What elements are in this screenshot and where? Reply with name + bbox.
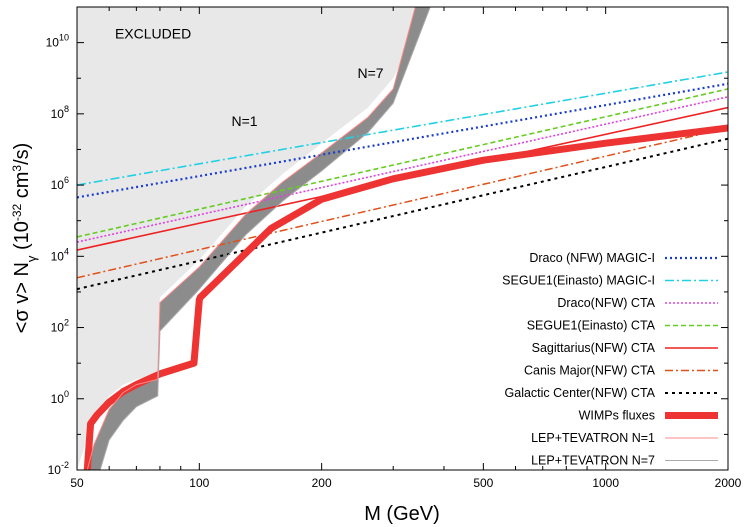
annotation-label: N=7: [357, 65, 383, 81]
plot-frame: [76, 6, 729, 471]
legend-label: Galactic Center(NFW) CTA: [505, 386, 656, 400]
series-line-3: [77, 88, 728, 238]
y-tick-label: 102: [51, 318, 69, 335]
series-line-8: [86, 7, 416, 470]
legend-label: Canis Major(NFW) CTA: [524, 364, 656, 378]
y-tick-label: 10-2: [48, 460, 69, 477]
series-line-9: [99, 7, 431, 470]
x-tick-label: 200: [312, 476, 332, 490]
annotation-label: EXCLUDED: [115, 26, 191, 42]
x-tick-label: 50: [70, 476, 84, 490]
series-line-0: [77, 82, 728, 199]
excluded-region: [77, 7, 428, 470]
x-tick-label: 100: [189, 476, 209, 490]
y-tick-label: 104: [51, 246, 69, 263]
legend: Draco (NFW) MAGIC-I SEGUE1(Einasto) MAGIC…: [502, 251, 718, 468]
legend-label: SEGUE1(Einasto) CTA: [527, 319, 656, 333]
legend-label: Sagittarius(NFW) CTA: [532, 341, 656, 355]
annotations: EXCLUDED N=1 N=7: [115, 26, 384, 130]
y-tick-label: 1010: [46, 33, 69, 50]
series-line-1: [77, 71, 728, 186]
x-tick-label: 500: [473, 476, 493, 490]
annotation-label: N=1: [231, 113, 257, 129]
legend-label: WIMPs fluxes: [579, 409, 655, 423]
x-axis-title: M (GeV): [364, 503, 440, 525]
legend-label: Draco(NFW) CTA: [557, 296, 655, 310]
plot-area: [77, 7, 728, 470]
x-tick-label: 2000: [715, 476, 742, 490]
series-line-2: [77, 96, 728, 243]
x-tick-label: 1000: [592, 476, 619, 490]
legend-label: LEP+TEVATRON N=7: [531, 454, 655, 468]
legend-label: SEGUE1(Einasto) MAGIC-I: [502, 274, 655, 288]
legend-label: Draco (NFW) MAGIC-I: [529, 251, 655, 265]
y-axis-title: <σ v> Nγ (10-32 cm3/s): [10, 143, 39, 334]
y-tick-label: 108: [51, 104, 69, 121]
axis-ticks: 50 100 200 500 1000 2000 10-2 100 102 104 106 108 10…: [46, 6, 742, 490]
y-tick-label: 100: [51, 389, 69, 406]
legend-label: LEP+TEVATRON N=1: [531, 431, 655, 445]
y-tick-label: 106: [51, 175, 69, 192]
series-line-5: [77, 127, 728, 279]
series-line-7: [83, 124, 728, 470]
